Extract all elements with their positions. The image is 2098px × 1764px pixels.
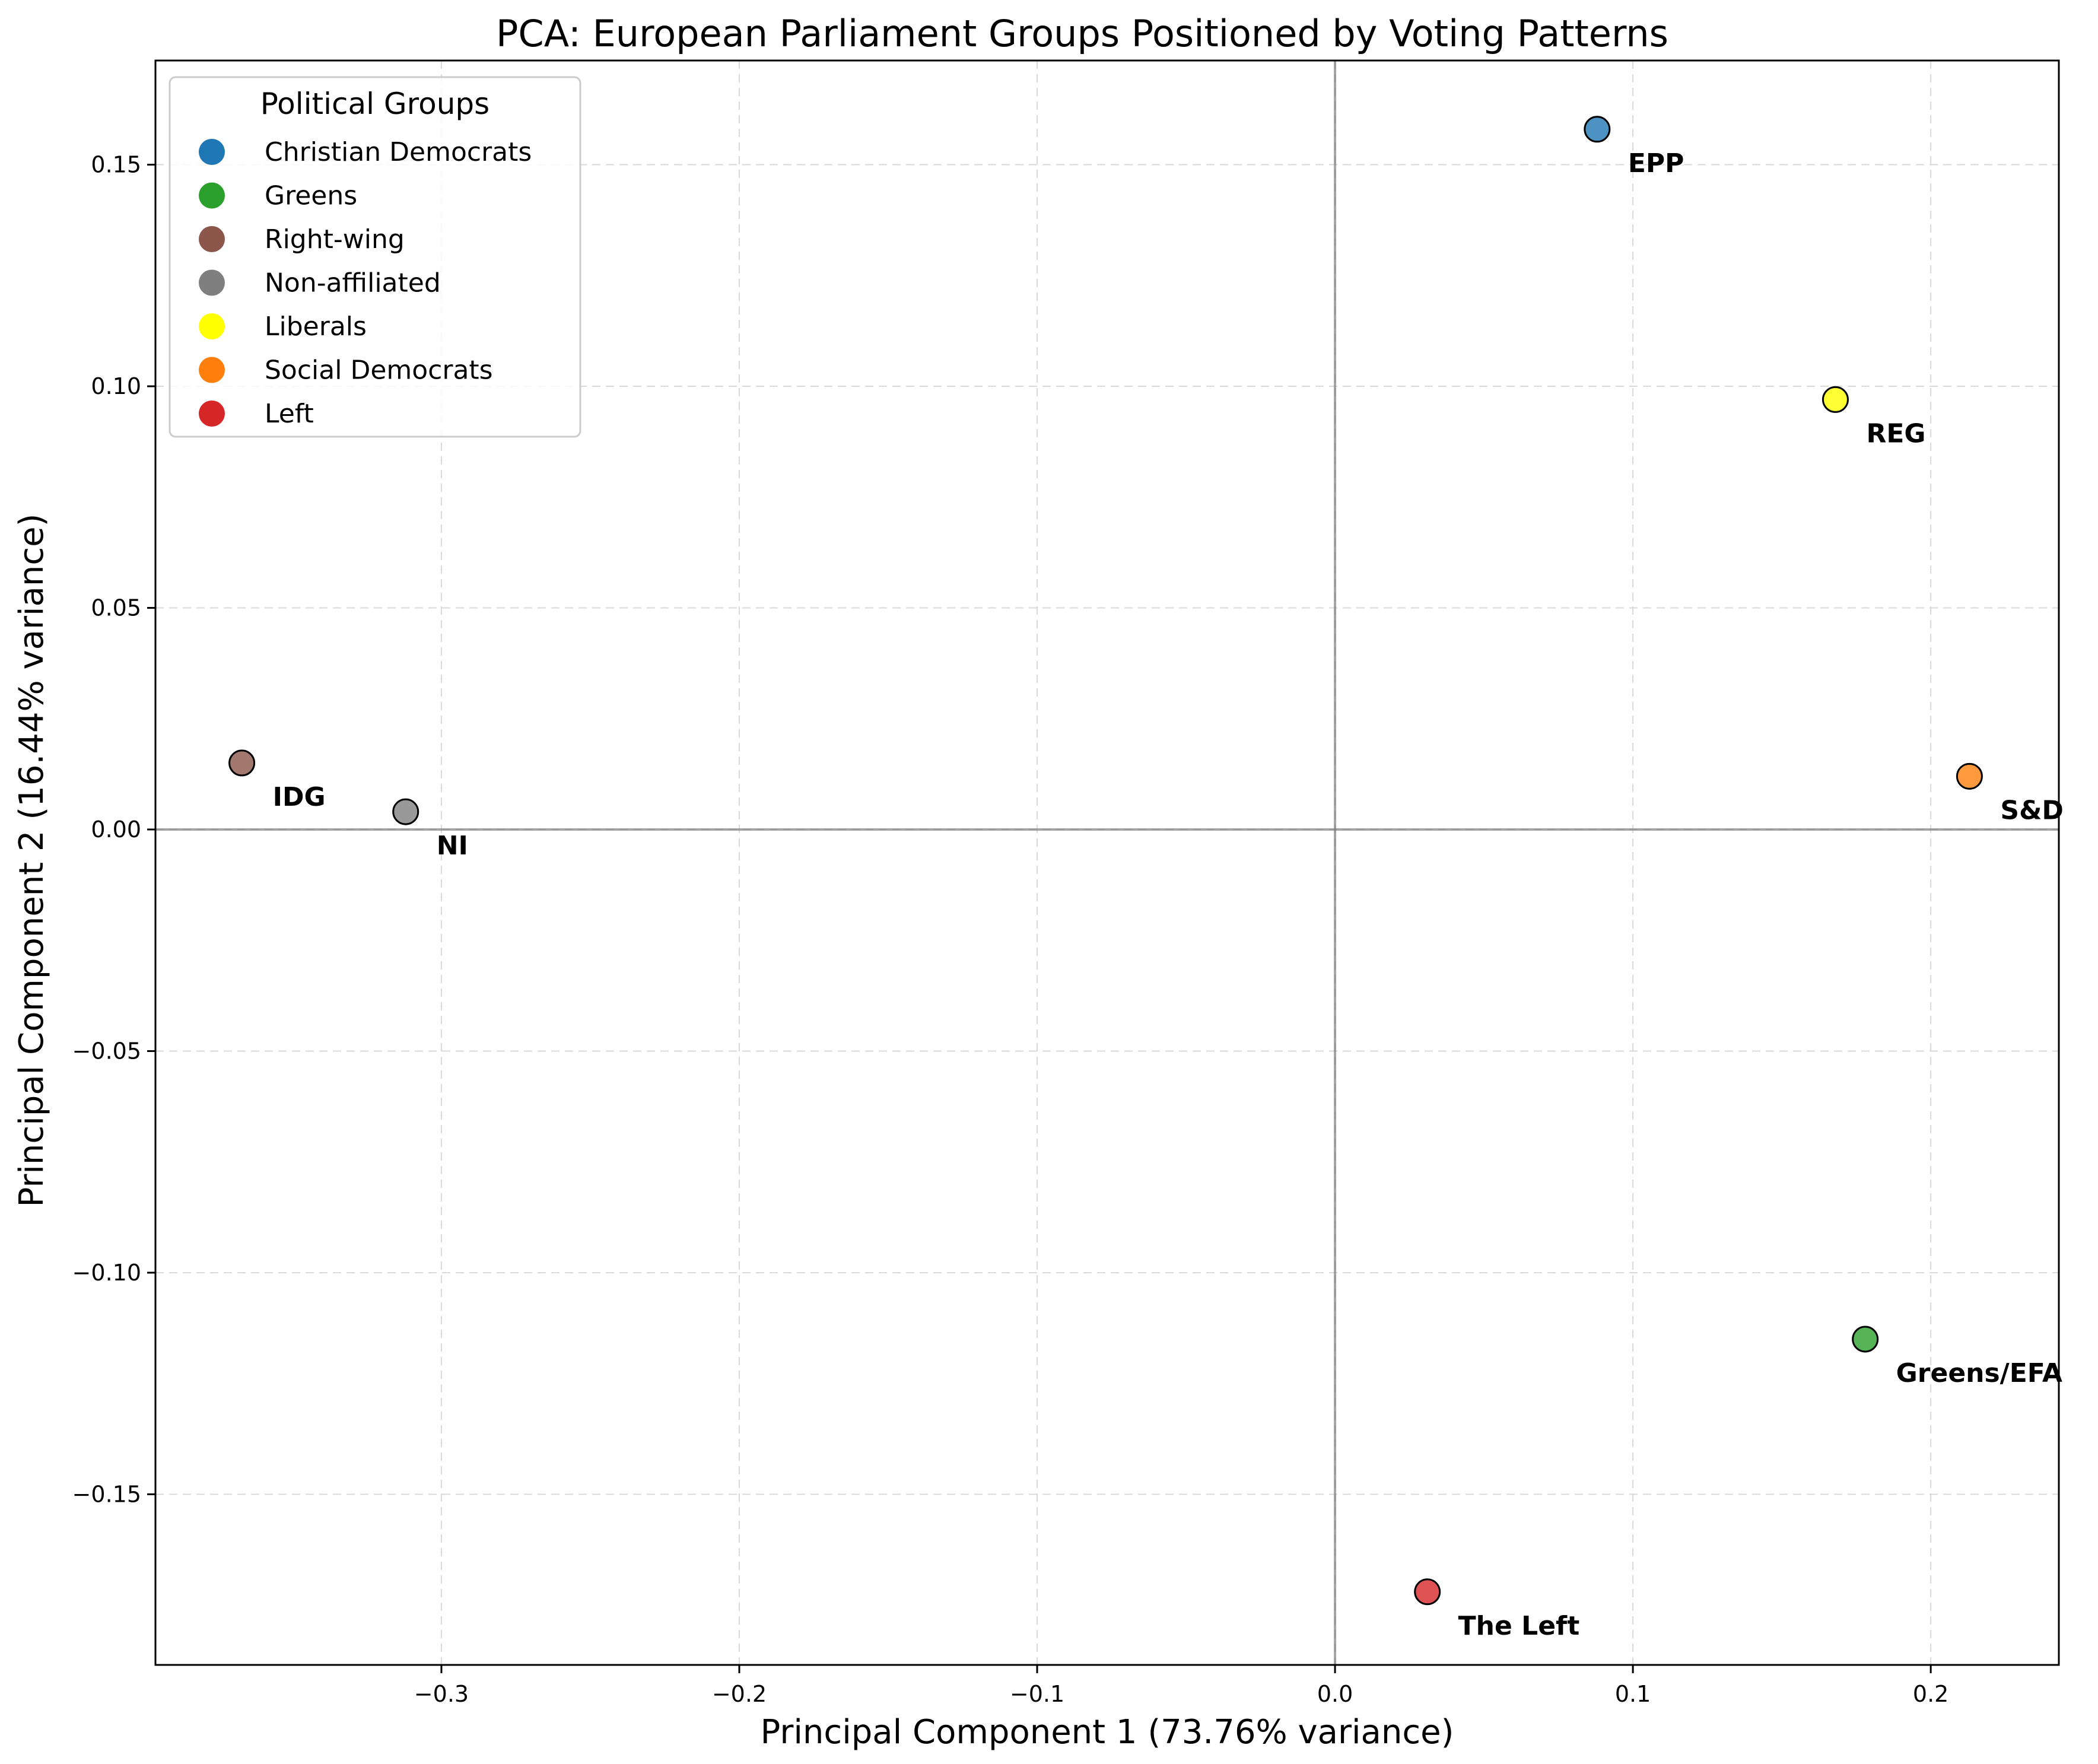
data-point	[228, 749, 256, 777]
points-layer: EPP REG S&D IDG NI Greens/EFA The Left	[228, 116, 2064, 1641]
x-tick-label: 0.2	[1913, 1681, 1948, 1707]
data-point	[1584, 116, 1611, 143]
legend-marker	[199, 357, 225, 383]
legend-marker	[199, 269, 225, 296]
legend-marker	[199, 139, 225, 165]
legend-box	[169, 76, 581, 438]
data-point-label: IDG	[273, 782, 326, 812]
data-point	[1852, 1326, 1879, 1353]
legend-title: Political Groups	[260, 87, 489, 121]
data-point-label: REG	[1866, 418, 1925, 449]
x-tick-label: −0.3	[414, 1681, 469, 1707]
legend-marker	[199, 401, 225, 427]
legend-label: Social Democrats	[265, 355, 493, 386]
legend-entries: Christian Democrats Greens Right-wing Non-a…	[199, 137, 532, 429]
legend-label: Non-affiliated	[265, 268, 441, 298]
data-point-label: S&D	[2000, 795, 2064, 825]
legend-label: Right-wing	[265, 224, 405, 255]
data-point-label: NI	[437, 831, 468, 861]
plot-frame	[154, 59, 2060, 1666]
data-point-label: Greens/EFA	[1896, 1358, 2062, 1388]
data-point-label: The Left	[1458, 1611, 1580, 1641]
x-tick-label: −0.1	[1010, 1681, 1064, 1707]
plot-area: EPP REG S&D IDG NI Greens/EFA The Left	[154, 59, 2064, 1666]
data-point	[1414, 1578, 1441, 1606]
chart-title: PCA: European Parliament Groups Position…	[496, 12, 1668, 55]
y-tick-label: 0.00	[91, 816, 141, 843]
x-axis-ticks: −0.3 −0.2 −0.1 0.0 0.1 0.2	[414, 1665, 1948, 1707]
x-axis-label: Principal Component 1 (73.76% variance)	[761, 1713, 1454, 1752]
x-tick-label: 0.1	[1615, 1681, 1651, 1707]
y-tick-label: 0.15	[91, 152, 141, 178]
x-tick-label: 0.0	[1317, 1681, 1353, 1707]
y-axis-label: Principal Component 2 (16.44% variance)	[12, 514, 51, 1207]
legend-marker	[199, 226, 225, 252]
y-tick-label: −0.05	[72, 1038, 141, 1064]
data-point	[1956, 762, 1983, 790]
data-point	[1822, 386, 1849, 413]
data-point	[392, 798, 419, 825]
legend-label: Left	[265, 399, 314, 429]
legend-label: Liberals	[265, 312, 367, 342]
y-axis-ticks: −0.15 −0.10 −0.05 0.00 0.05 0.10 0.15	[72, 152, 155, 1507]
legend-label: Greens	[265, 181, 357, 211]
y-tick-label: 0.10	[91, 373, 141, 399]
legend: Political Groups Christian Democrats Gree…	[169, 76, 581, 438]
x-tick-label: −0.2	[712, 1681, 767, 1707]
legend-marker	[199, 182, 225, 209]
y-tick-label: −0.10	[72, 1260, 141, 1286]
zero-lines	[155, 61, 2059, 1665]
data-point-label: EPP	[1628, 148, 1684, 179]
legend-marker	[199, 313, 225, 339]
y-tick-label: −0.15	[72, 1481, 141, 1507]
y-tick-label: 0.05	[91, 595, 141, 621]
legend-label: Christian Democrats	[265, 137, 532, 167]
